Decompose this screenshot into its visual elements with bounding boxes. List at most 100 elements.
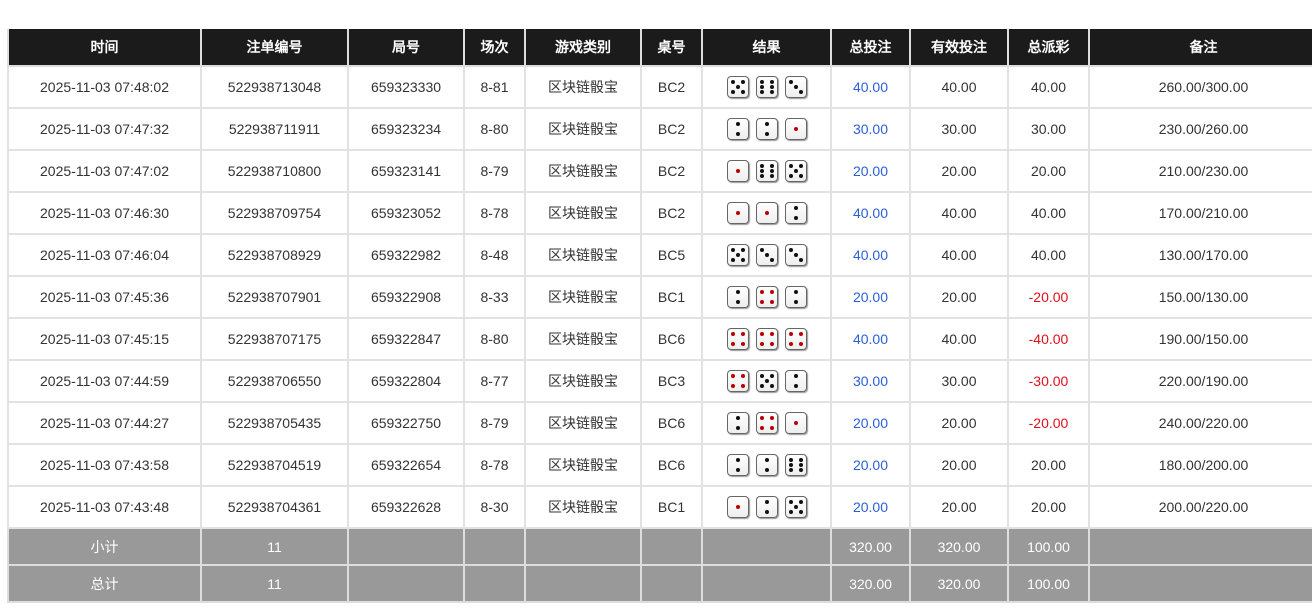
time-cell: 2025-11-03 07:46:30	[7, 191, 202, 235]
note-cell: 130.00/170.00	[1088, 233, 1312, 277]
header-note: 备注	[1088, 29, 1312, 67]
pip	[769, 258, 774, 262]
time-cell: 2025-11-03 07:46:04	[7, 233, 202, 277]
note-cell: 170.00/210.00	[1088, 191, 1312, 235]
total-payout-cell: 40.00	[1007, 233, 1090, 277]
table-number-cell: BC2	[640, 191, 703, 235]
pip	[793, 421, 798, 425]
round-number-cell: 659323234	[347, 107, 465, 151]
pip	[759, 169, 764, 173]
total-payout-cell: 30.00	[1007, 107, 1090, 151]
dice-result	[726, 244, 807, 266]
die-2-icon	[755, 496, 778, 518]
time-cell: 2025-11-03 07:45:15	[7, 317, 202, 361]
pip	[798, 174, 803, 178]
header-game-type: 游戏类别	[524, 29, 642, 67]
subtotal-valid: 320.00	[909, 527, 1009, 566]
die-2-icon	[726, 286, 749, 308]
table-row: 2025-11-03 07:45:15 522938707175 659322847…	[7, 317, 1312, 361]
total-bet-cell: 40.00	[830, 233, 911, 277]
session-cell: 8-80	[463, 317, 526, 361]
order-number-cell: 522938711911	[200, 107, 349, 151]
total-payout: 100.00	[1007, 564, 1090, 603]
pip	[740, 258, 745, 262]
pip	[764, 500, 769, 504]
dice-result	[726, 160, 807, 182]
note-cell: 190.00/150.00	[1088, 317, 1312, 361]
header-round-number: 局号	[347, 29, 465, 67]
pip	[735, 253, 740, 257]
pip	[759, 332, 764, 336]
pip	[769, 174, 774, 178]
note-cell: 180.00/200.00	[1088, 443, 1312, 487]
pip	[730, 258, 735, 262]
round-number-cell: 659322654	[347, 443, 465, 487]
pip	[759, 300, 764, 304]
total-bet-cell: 30.00	[830, 359, 911, 403]
order-number-cell: 522938707901	[200, 275, 349, 319]
total-payout-cell: 40.00	[1007, 65, 1090, 109]
pip	[798, 510, 803, 514]
pip	[730, 248, 735, 252]
dice-result	[726, 286, 807, 308]
pip	[759, 80, 764, 84]
pip	[735, 426, 740, 430]
round-number-cell: 659322847	[347, 317, 465, 361]
order-number-cell: 522938704519	[200, 443, 349, 487]
total-bet-cell: 40.00	[830, 317, 911, 361]
total-bet: 320.00	[830, 564, 911, 603]
round-number-cell: 659322982	[347, 233, 465, 277]
order-number-cell: 522938709754	[200, 191, 349, 235]
total-payout-cell: 20.00	[1007, 149, 1090, 193]
pip	[759, 374, 764, 378]
pip	[798, 258, 803, 262]
valid-bet-cell: 40.00	[909, 65, 1009, 109]
table-number-cell: BC3	[640, 359, 703, 403]
pip	[788, 248, 793, 252]
valid-bet-cell: 40.00	[909, 233, 1009, 277]
subtotal-payout: 100.00	[1007, 527, 1090, 566]
total-payout-cell: -40.00	[1007, 317, 1090, 361]
pip	[735, 169, 740, 173]
order-number-cell: 522938706550	[200, 359, 349, 403]
pip	[769, 332, 774, 336]
pip	[769, 290, 774, 294]
pip	[769, 90, 774, 94]
pip	[793, 253, 798, 257]
note-cell: 200.00/220.00	[1088, 485, 1312, 529]
valid-bet-cell: 30.00	[909, 359, 1009, 403]
table-row: 2025-11-03 07:47:32 522938711911 659323234…	[7, 107, 1312, 151]
header-order-number: 注单编号	[200, 29, 349, 67]
die-4-icon	[726, 370, 749, 392]
pip	[730, 374, 735, 378]
pip	[793, 290, 798, 294]
pip	[735, 211, 740, 215]
empty-cell	[347, 564, 465, 603]
valid-bet-cell: 20.00	[909, 149, 1009, 193]
valid-bet-cell: 40.00	[909, 191, 1009, 235]
dice-result	[726, 202, 807, 224]
empty-cell	[347, 527, 465, 566]
session-cell: 8-33	[463, 275, 526, 319]
valid-bet-cell: 30.00	[909, 107, 1009, 151]
die-2-icon	[726, 454, 749, 476]
pip	[730, 80, 735, 84]
pip	[759, 248, 764, 252]
result-cell	[701, 65, 832, 109]
pip	[769, 374, 774, 378]
total-bet-cell: 20.00	[830, 485, 911, 529]
table-row: 2025-11-03 07:45:36 522938707901 659322908…	[7, 275, 1312, 319]
pip	[793, 206, 798, 210]
pip	[764, 458, 769, 462]
game-type-cell: 区块链骰宝	[524, 233, 642, 277]
round-number-cell: 659322804	[347, 359, 465, 403]
pip	[759, 85, 764, 89]
pip	[788, 332, 793, 336]
die-6-icon	[755, 76, 778, 98]
total-payout-cell: 20.00	[1007, 485, 1090, 529]
round-number-cell: 659323052	[347, 191, 465, 235]
game-type-cell: 区块链骰宝	[524, 359, 642, 403]
result-cell	[701, 149, 832, 193]
total-bet-cell: 20.00	[830, 275, 911, 319]
pip	[793, 384, 798, 388]
